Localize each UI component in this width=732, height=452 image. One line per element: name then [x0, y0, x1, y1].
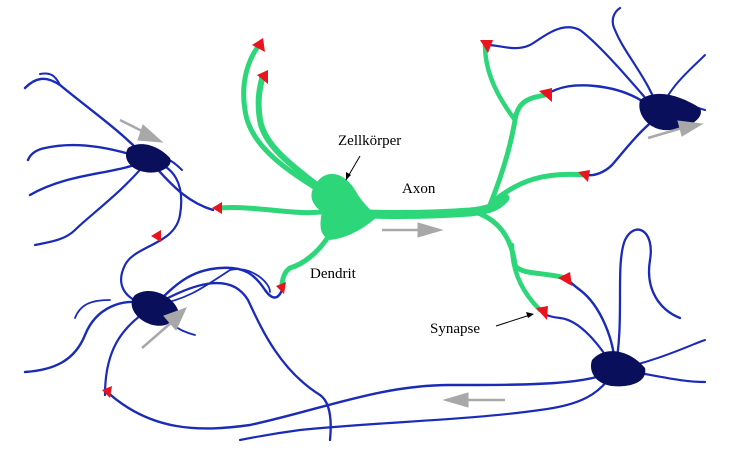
neuron-top-left [25, 73, 213, 305]
synapse-pointer [496, 315, 530, 326]
cell-body-label: Zellkörper [338, 133, 401, 149]
cell-body [311, 174, 378, 240]
axon-branch-top [485, 45, 515, 120]
signal-arrow-axon [382, 223, 442, 237]
soma-bottom-right [591, 351, 645, 386]
soma-top-left [126, 144, 171, 172]
axon-label: Axon [402, 181, 436, 197]
synapse-mid-left [151, 230, 161, 242]
neuron-somas [126, 94, 701, 387]
synapse-left [212, 202, 222, 214]
neuron-middle-left [25, 268, 331, 440]
axon-branch-bottom [512, 245, 540, 310]
synapse-label: Synapse [430, 321, 480, 337]
axon-branch-upper [490, 95, 545, 205]
dendrite-upper [244, 48, 335, 200]
axon-branch-lower [475, 212, 565, 278]
neuron-top-right [488, 8, 705, 175]
synapse-lower-right-1 [558, 272, 572, 286]
highlighted-neuron [220, 45, 585, 310]
signal-arrow-bottom [444, 393, 505, 407]
synapse-lower-right-2 [536, 306, 548, 320]
dendrite-label: Dendrit [310, 266, 357, 282]
